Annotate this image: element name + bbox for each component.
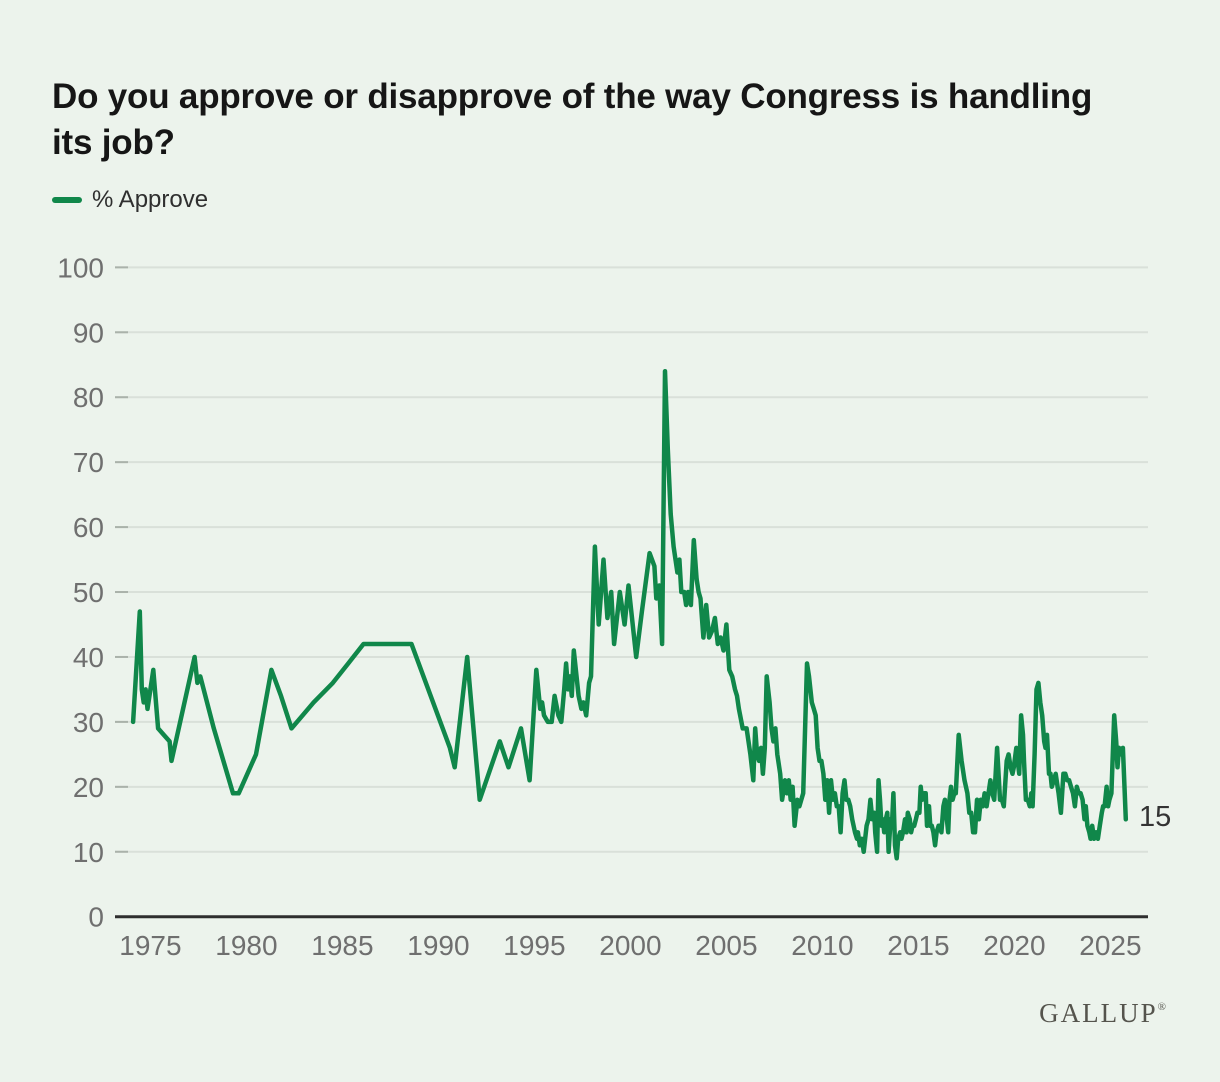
y-axis-label-90: 90 bbox=[73, 317, 104, 348]
x-axis-label-2010: 2010 bbox=[791, 930, 853, 961]
x-axis-label-2015: 2015 bbox=[887, 930, 949, 961]
page-title: Do you approve or disapprove of the way … bbox=[52, 77, 1093, 163]
y-axis-label-100: 100 bbox=[57, 252, 104, 283]
legend-label: % Approve bbox=[92, 186, 209, 213]
registered-trademark-mark: ® bbox=[1157, 1001, 1166, 1013]
y-axis-label-40: 40 bbox=[73, 642, 104, 673]
gallup-wordmark: GALLUP bbox=[1039, 998, 1158, 1028]
y-axis-label-0: 0 bbox=[88, 902, 104, 933]
y-axis-label-10: 10 bbox=[73, 837, 104, 868]
x-axis-label-2000: 2000 bbox=[599, 930, 661, 961]
x-axis-label-1975: 1975 bbox=[119, 930, 181, 961]
y-axis-label-80: 80 bbox=[73, 382, 104, 413]
x-axis-label-1990: 1990 bbox=[407, 930, 469, 961]
x-axis-label-1995: 1995 bbox=[503, 930, 565, 961]
x-axis-label-1985: 1985 bbox=[311, 930, 373, 961]
legend: % Approve bbox=[52, 186, 208, 214]
y-axis-label-30: 30 bbox=[73, 707, 104, 738]
x-axis-label-2020: 2020 bbox=[983, 930, 1045, 961]
latest-value-label: 15 bbox=[1139, 801, 1171, 833]
approve-line bbox=[130, 368, 1129, 861]
y-axis-label-60: 60 bbox=[73, 512, 104, 543]
legend-swatch bbox=[52, 197, 82, 203]
x-axis-label-2025: 2025 bbox=[1079, 930, 1141, 961]
y-axis-label-20: 20 bbox=[73, 772, 104, 803]
gallup-logo: GALLUP® bbox=[1039, 998, 1166, 1029]
y-axis-label-70: 70 bbox=[73, 447, 104, 478]
x-axis-label-1980: 1980 bbox=[215, 930, 277, 961]
y-axis-label-50: 50 bbox=[73, 577, 104, 608]
x-axis-label-2005: 2005 bbox=[695, 930, 757, 961]
